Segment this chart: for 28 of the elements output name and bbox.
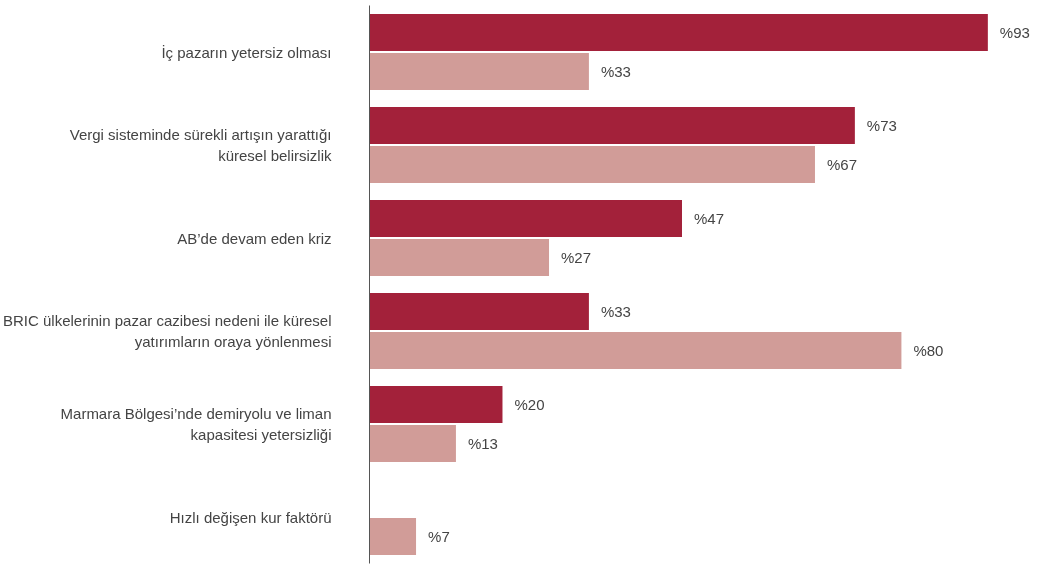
bar [369, 292, 589, 331]
bar [369, 331, 902, 370]
data-label: %73 [866, 116, 897, 134]
data-label: %47 [694, 209, 725, 227]
data-label: %67 [826, 156, 858, 174]
bar [369, 517, 417, 556]
bar [369, 13, 988, 52]
y-tick-label: Hızlı değişen kur faktörü [169, 508, 332, 526]
y-tick-label: Marmara Bölgesi’nde demiryolu ve liman kapasitesi yetersizliği [60, 405, 332, 443]
bar [369, 199, 682, 238]
bar [369, 52, 589, 91]
bar [369, 424, 456, 463]
data-label: %13 [467, 435, 498, 453]
y-tick-label: Vergi sisteminde sürekli artışın yarattığı küresel belirsizlik [69, 126, 332, 164]
y-tick-label: BRIC ülkelerinin pazar cazibesi nedeni ile küresel yatırımların oraya yönlenmesi [3, 312, 332, 350]
y-tick-label: İç pazarın yetersiz olması [161, 43, 332, 61]
bar [369, 238, 550, 277]
data-label: %20 [514, 395, 545, 413]
data-label: %80 [913, 342, 944, 360]
y-tick-label: AB’de devam eden kriz [177, 229, 332, 247]
data-label: %27 [561, 249, 592, 267]
data-label: %93 [999, 23, 1030, 41]
data-label: %7 [428, 528, 450, 546]
bar [369, 145, 815, 184]
data-label: %33 [600, 302, 631, 320]
data-label: %33 [600, 63, 631, 81]
bar [369, 385, 503, 424]
bar [369, 106, 855, 145]
